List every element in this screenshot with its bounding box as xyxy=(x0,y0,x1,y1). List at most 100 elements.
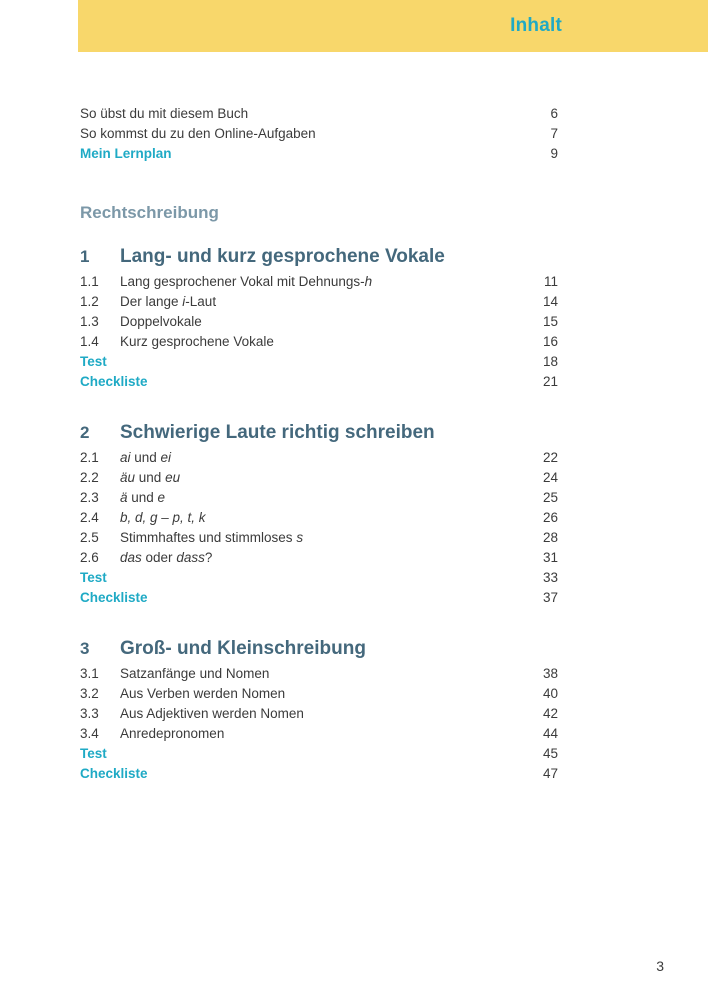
toc-row: 3.2 Aus Verben werden Nomen 40 xyxy=(80,684,558,704)
toc-row: 2.3 ä und e 25 xyxy=(80,488,558,508)
toc-row: 2.2 äu und eu 24 xyxy=(80,468,558,488)
entry-label: ä und e xyxy=(120,490,166,505)
entry-number: 3.2 xyxy=(80,686,99,701)
toc-content: So übst du mit diesem Buch 6 So kommst du … xyxy=(80,104,558,784)
entry-number: 1.1 xyxy=(80,274,99,289)
entry-page-number: 26 xyxy=(542,510,558,525)
toc-row: 1.1 Lang gesprochener Vokal mit Dehnungs-… xyxy=(80,272,558,292)
entry-page-number: 16 xyxy=(542,334,558,349)
toc-row: Test 45 xyxy=(80,744,558,764)
entry-page-number: 33 xyxy=(542,570,558,585)
entry-page-number: 25 xyxy=(542,490,558,505)
entry-number: 2.6 xyxy=(80,550,99,565)
toc-row: 3.1 Satzanfänge und Nomen 38 xyxy=(80,664,558,684)
entry-number: 3.1 xyxy=(80,666,99,681)
chapter-heading: 3 Groß- und Kleinschreibung xyxy=(80,636,558,662)
toc-row: So übst du mit diesem Buch 6 xyxy=(80,104,558,124)
toc-row: 3.3 Aus Adjektiven werden Nomen 42 xyxy=(80,704,558,724)
entry-number: 2.2 xyxy=(80,470,99,485)
entry-page-number: 45 xyxy=(542,746,558,761)
entry-label: Test xyxy=(80,746,107,761)
toc-row: 2.5 Stimmhaftes und stimmloses s 28 xyxy=(80,528,558,548)
toc-row: 2.6 das oder dass? 31 xyxy=(80,548,558,568)
entry-label: Der lange i-Laut xyxy=(120,294,217,309)
entry-page-number: 37 xyxy=(542,590,558,605)
entry-label: So kommst du zu den Online-Aufgaben xyxy=(80,126,316,141)
entry-label: Checkliste xyxy=(80,590,148,605)
entry-label: Aus Verben werden Nomen xyxy=(120,686,286,701)
entry-number: 2.5 xyxy=(80,530,99,545)
entry-number: 1.2 xyxy=(80,294,99,309)
entry-page-number: 7 xyxy=(550,126,558,141)
entry-page-number: 31 xyxy=(542,550,558,565)
entry-page-number: 18 xyxy=(542,354,558,369)
entry-label: Test xyxy=(80,354,107,369)
entry-number: 2.4 xyxy=(80,510,99,525)
entry-label: äu und eu xyxy=(120,470,181,485)
toc-row: 3.4 Anredepronomen 44 xyxy=(80,724,558,744)
chapter-list: 1 Lang- und kurz gesprochene Vokale 1.1 Lan… xyxy=(80,244,558,784)
toc-row: Checkliste 37 xyxy=(80,588,558,608)
entry-page-number: 24 xyxy=(542,470,558,485)
entry-page-number: 22 xyxy=(542,450,558,465)
chapter-title: Groß- und Kleinschreibung xyxy=(120,638,366,659)
entry-label: Anredepronomen xyxy=(120,726,225,741)
toc-row: Mein Lernplan 9 xyxy=(80,144,558,164)
entry-page-number: 11 xyxy=(543,274,558,289)
chapter-title: Lang- und kurz gesprochene Vokale xyxy=(120,246,445,267)
entry-page-number: 40 xyxy=(542,686,558,701)
entry-page-number: 38 xyxy=(542,666,558,681)
chapter-number: 1 xyxy=(80,247,90,266)
entry-label: Aus Adjektiven werden Nomen xyxy=(120,706,304,721)
entry-number: 3.3 xyxy=(80,706,99,721)
section-heading: Rechtschreibung xyxy=(80,203,219,222)
toc-row: 1.2 Der lange i-Laut 14 xyxy=(80,292,558,312)
toc-row: Test 33 xyxy=(80,568,558,588)
chapter-block: 3 Groß- und Kleinschreibung 3.1 Satzanfänge… xyxy=(80,636,558,784)
chapter-number: 3 xyxy=(80,639,90,658)
entry-label: Kurz gesprochene Vokale xyxy=(120,334,274,349)
toc-row: 2.4 b, d, g – p, t, k 26 xyxy=(80,508,558,528)
entry-label: Checkliste xyxy=(80,374,148,389)
entry-label: das oder dass? xyxy=(120,550,213,565)
entry-label: So übst du mit diesem Buch xyxy=(80,106,249,121)
entry-number: 2.3 xyxy=(80,490,99,505)
entry-page-number: 47 xyxy=(542,766,558,781)
toc-row: 1.3 Doppelvokale 15 xyxy=(80,312,558,332)
entry-label: Stimmhaftes und stimmloses s xyxy=(120,530,304,545)
toc-row: 1.4 Kurz gesprochene Vokale 16 xyxy=(80,332,558,352)
entry-page-number: 28 xyxy=(542,530,558,545)
entry-page-number: 21 xyxy=(542,374,558,389)
chapter-number: 2 xyxy=(80,423,90,442)
page-title: Inhalt xyxy=(510,15,562,36)
toc-row: So kommst du zu den Online-Aufgaben 7 xyxy=(80,124,558,144)
entry-label: b, d, g – p, t, k xyxy=(120,510,206,525)
entry-number: 3.4 xyxy=(80,726,99,741)
entry-label: Checkliste xyxy=(80,766,148,781)
entry-page-number: 44 xyxy=(542,726,558,741)
header-bar: Inhalt xyxy=(78,0,708,52)
entry-page-number: 14 xyxy=(542,294,558,309)
entry-page-number: 6 xyxy=(550,106,558,121)
toc-row: 2.1 ai und ei 22 xyxy=(80,448,558,468)
toc-row: Checkliste 21 xyxy=(80,372,558,392)
toc-row: Checkliste 47 xyxy=(80,764,558,784)
toc-row: Test 18 xyxy=(80,352,558,372)
entry-number: 1.4 xyxy=(80,334,99,349)
entry-number: 1.3 xyxy=(80,314,99,329)
chapter-block: 2 Schwierige Laute richtig schreiben 2.1 ai… xyxy=(80,420,558,608)
entry-label: Satzanfänge und Nomen xyxy=(120,666,270,681)
entry-page-number: 42 xyxy=(542,706,558,721)
entry-label: Test xyxy=(80,570,107,585)
footer-page-number: 3 xyxy=(656,958,664,974)
chapter-heading: 1 Lang- und kurz gesprochene Vokale xyxy=(80,244,558,270)
chapter-title: Schwierige Laute richtig schreiben xyxy=(120,422,435,443)
entry-number: 2.1 xyxy=(80,450,99,465)
chapter-heading: 2 Schwierige Laute richtig schreiben xyxy=(80,420,558,446)
entry-label: ai und ei xyxy=(120,450,172,465)
front-matter-list: So übst du mit diesem Buch 6 So kommst du … xyxy=(80,104,558,164)
entry-page-number: 9 xyxy=(550,146,558,161)
entry-label: Doppelvokale xyxy=(120,314,202,329)
entry-page-number: 15 xyxy=(542,314,558,329)
